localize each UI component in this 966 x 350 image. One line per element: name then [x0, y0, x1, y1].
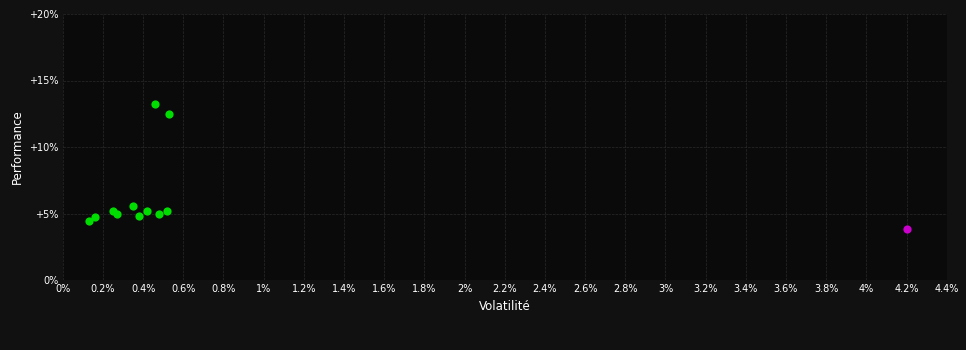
Point [152, 211, 167, 216]
Point [105, 208, 121, 213]
Y-axis label: Performance: Performance [11, 110, 23, 184]
Point [161, 111, 177, 117]
Point [148, 102, 163, 107]
Point [87, 215, 102, 220]
Point [898, 227, 914, 232]
Point [109, 211, 125, 216]
X-axis label: Volatilité: Volatilité [479, 300, 530, 313]
Point [81, 219, 97, 224]
Point [126, 203, 141, 208]
Point [131, 214, 147, 219]
Point [159, 208, 175, 213]
Point [139, 208, 155, 213]
